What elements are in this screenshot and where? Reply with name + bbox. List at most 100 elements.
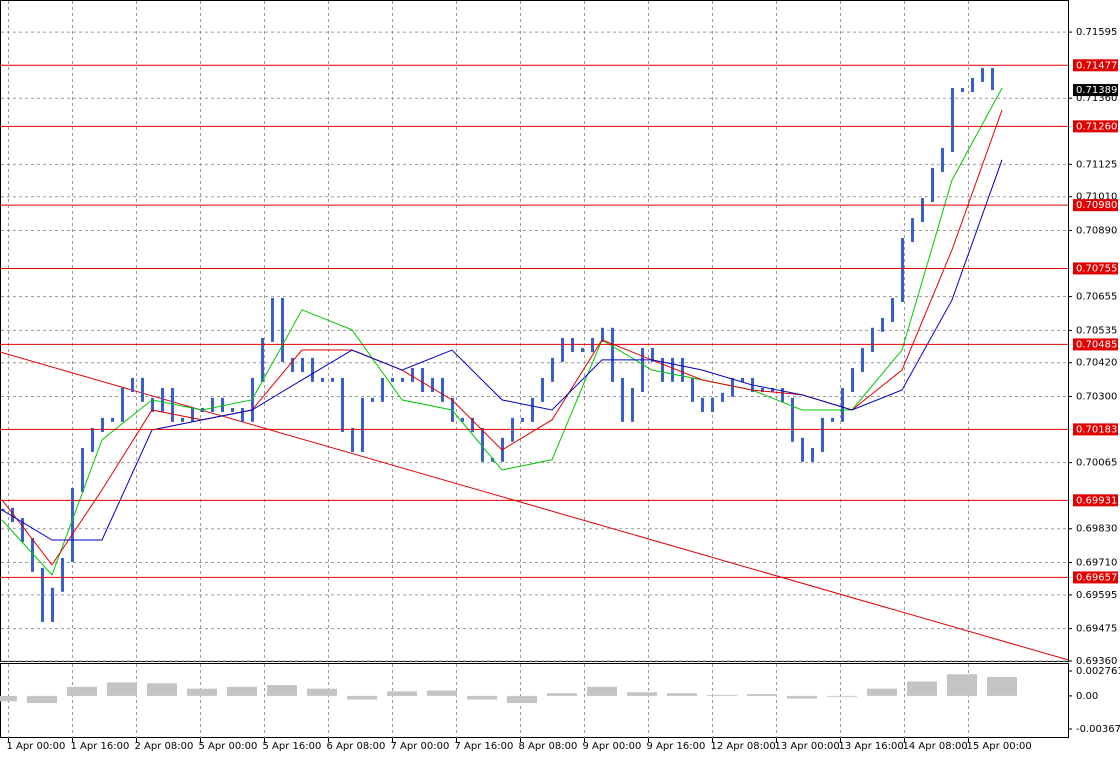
price-bar: [901, 238, 904, 302]
y-tick-label: 0.71010: [1076, 192, 1117, 203]
price-bar: [221, 397, 224, 412]
price-bar: [421, 368, 424, 393]
price-bar: [981, 68, 984, 82]
price-bar: [761, 388, 764, 393]
price-bar: [131, 377, 134, 393]
price-bar: [971, 77, 974, 93]
indicator-bar: [67, 686, 97, 696]
price-bar: [701, 397, 704, 412]
level-label: 0.71477: [1076, 60, 1117, 71]
y-tick-label: 0.69360: [1076, 656, 1117, 667]
level-label: 0.70980: [1076, 200, 1117, 211]
price-bar: [341, 377, 344, 432]
price-bar: [91, 427, 94, 452]
x-tick-label: 1 Apr 16:00: [71, 741, 130, 752]
price-bar: [601, 327, 604, 342]
price-bar: [441, 377, 444, 402]
price-bar: [301, 357, 304, 373]
price-bar: [821, 417, 824, 452]
price-bar: [21, 518, 24, 542]
y-tick-label: 0.70065: [1076, 458, 1117, 469]
price-bar: [151, 397, 154, 412]
price-bar: [651, 348, 654, 362]
trendline: [0, 351, 1069, 661]
level-label-bg: [1073, 120, 1118, 133]
x-tick-label: 1 Apr 00:00: [7, 741, 66, 752]
price-bar: [711, 397, 714, 412]
price-bar: [61, 557, 64, 592]
indicator-bar: [307, 688, 337, 696]
y-tick-label: 0.71125: [1076, 159, 1117, 170]
price-bar: [371, 397, 374, 402]
indicator-bar: [227, 686, 257, 696]
price-bar: [231, 407, 234, 412]
price-bar: [411, 368, 414, 382]
price-bar: [871, 327, 874, 353]
indicator-bar: [347, 695, 377, 700]
indicator-bar: [507, 695, 537, 704]
price-bar: [921, 198, 924, 223]
y-tick-label: 0.70535: [1076, 325, 1117, 336]
indicator-bar: [627, 692, 657, 696]
current-price-label: 0.71389: [1076, 85, 1117, 96]
level-label-bg: [1073, 423, 1118, 436]
price-bar: [881, 317, 884, 332]
x-tick-label: 2 Apr 08:00: [135, 741, 194, 752]
price-bar: [991, 68, 994, 91]
price-bar: [721, 392, 724, 402]
indicator-bar: [947, 674, 977, 696]
indicator-bar: [107, 682, 137, 696]
price-bar: [531, 397, 534, 422]
price-bar: [851, 368, 854, 393]
x-tick-label: 6 Apr 08:00: [327, 741, 386, 752]
x-tick-label: 8 Apr 08:00: [519, 741, 578, 752]
indicator-bar: [27, 695, 57, 704]
price-bar: [311, 357, 314, 382]
price-bar: [911, 218, 914, 243]
indicator-bar: [427, 690, 457, 696]
price-bar: [741, 377, 744, 382]
y-tick-label: 0.71360: [1076, 93, 1117, 104]
x-tick-label: 7 Apr 00:00: [391, 741, 450, 752]
y-tick-label: 0.71595: [1076, 27, 1117, 38]
indicator-bar: [747, 694, 777, 696]
price-bar: [381, 377, 384, 402]
level-label: 0.69931: [1076, 495, 1117, 506]
x-tick-label: 9 Apr 00:00: [583, 741, 642, 752]
price-bar: [261, 337, 264, 382]
y-tick-label: 0.69830: [1076, 524, 1117, 535]
current-price-bg: [1073, 84, 1118, 97]
level-label: 0.69657: [1076, 572, 1117, 583]
indicator-bar: [987, 676, 1017, 696]
level-label: 0.71260: [1076, 121, 1117, 132]
price-bar: [631, 388, 634, 422]
level-label-bg: [1073, 262, 1118, 275]
indicator-bar: [467, 695, 497, 700]
price-bar: [491, 457, 494, 462]
x-tick-label: 15 Apr 00:00: [967, 741, 1032, 752]
indicator-bar: [707, 694, 737, 696]
price-bar: [961, 88, 964, 93]
x-tick-label: 13 Apr 16:00: [839, 741, 904, 752]
price-bar: [571, 337, 574, 353]
price-bar: [31, 537, 34, 572]
y-tick-label: 0.70890: [1076, 225, 1117, 236]
x-tick-label: 9 Apr 16:00: [647, 741, 706, 752]
y-tick-label: 0.70300: [1076, 391, 1117, 402]
price-bar: [101, 417, 104, 432]
moving-average: [1, 87, 1003, 576]
price-bar: [731, 377, 734, 397]
price-bar: [791, 397, 794, 442]
price-bar: [541, 377, 544, 402]
price-bar: [241, 407, 244, 422]
price-bar: [551, 357, 554, 382]
price-bar: [581, 348, 584, 353]
price-bar: [331, 377, 334, 382]
level-label: 0.70755: [1076, 263, 1117, 274]
x-tick-label: 5 Apr 16:00: [263, 741, 322, 752]
y-tick-label: 0.70420: [1076, 358, 1117, 369]
price-bar: [281, 297, 284, 362]
price-bar: [661, 357, 664, 382]
x-tick-label: 13 Apr 00:00: [775, 741, 840, 752]
price-bar: [461, 417, 464, 422]
